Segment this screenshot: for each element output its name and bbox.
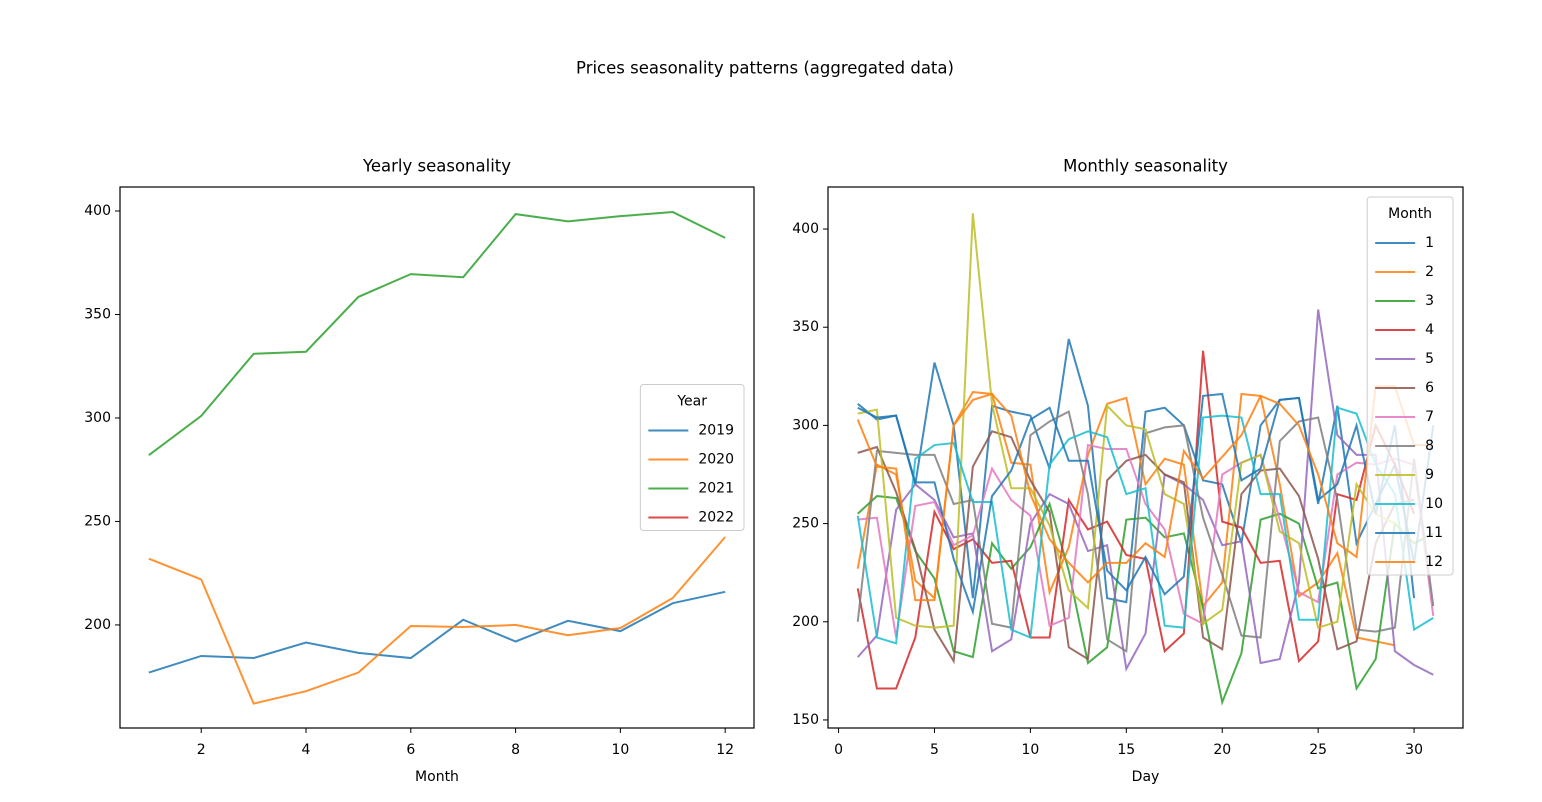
y-tick-label: 400 [792, 221, 819, 237]
series-line [856, 406, 1434, 645]
legend-label: 11 [1425, 525, 1443, 541]
legend-title: Year [676, 394, 707, 410]
y-tick-label: 300 [792, 417, 819, 433]
x-tick-label: 12 [716, 742, 734, 758]
y-tick-label: 200 [84, 617, 111, 633]
x-tick-label: 30 [1405, 742, 1423, 758]
x-axis-label: Day [1132, 769, 1160, 785]
x-tick-label: 15 [1117, 742, 1135, 758]
legend-label: 5 [1425, 351, 1434, 367]
series-line [856, 385, 1434, 602]
legend-label: 2022 [698, 510, 734, 526]
legend-label: 2 [1425, 264, 1434, 280]
legend-label: 3 [1425, 293, 1434, 309]
x-axis-label: Month [415, 769, 459, 785]
y-tick-label: 350 [792, 319, 819, 335]
x-tick-label: 5 [930, 742, 939, 758]
series-line [148, 590, 726, 674]
legend-box [1366, 196, 1454, 576]
legend-label: 2020 [698, 452, 734, 468]
series-line [857, 213, 1415, 629]
x-tick-label: 0 [834, 742, 843, 758]
axes-title: Monthly seasonality [1063, 157, 1228, 176]
axes-title: Yearly seasonality [362, 157, 511, 176]
legend-label: 8 [1425, 438, 1434, 454]
axes-frame [827, 186, 1464, 729]
series-line [148, 536, 726, 705]
y-tick-label: 200 [792, 614, 819, 630]
legend-label: 2019 [698, 423, 734, 439]
legend-label: 1 [1425, 235, 1434, 251]
legend-label: 10 [1425, 496, 1443, 512]
clipped-label: Date [771, 0, 804, 4]
legend-label: 2021 [698, 481, 734, 497]
y-tick-label: 350 [84, 306, 111, 322]
series-line [857, 443, 1435, 638]
legend-title: Month [1388, 206, 1432, 222]
x-tick-label: 6 [406, 742, 415, 758]
series-line [856, 410, 1435, 653]
x-tick-label: 20 [1213, 742, 1231, 758]
legend-label: 12 [1425, 554, 1443, 570]
y-tick-label: 300 [84, 410, 111, 426]
y-tick-label: 250 [84, 513, 111, 529]
x-tick-label: 8 [511, 742, 520, 758]
legend-label: 4 [1425, 322, 1434, 338]
legend-label: 9 [1425, 467, 1434, 483]
y-tick-label: 250 [792, 516, 819, 532]
x-tick-label: 2 [197, 742, 206, 758]
legend-box [639, 384, 745, 531]
legend-label: 7 [1425, 409, 1434, 425]
figure-title: Prices seasonality patterns (aggregated … [576, 59, 954, 78]
x-tick-label: 25 [1309, 742, 1327, 758]
y-tick-label: 150 [792, 712, 819, 728]
x-tick-label: 4 [302, 742, 311, 758]
series-line [857, 392, 1416, 616]
axes-frame [119, 186, 755, 729]
legend: Year 2019 2020 2021 2022 [639, 384, 745, 531]
y-tick-label: 400 [84, 203, 111, 219]
series-line [856, 309, 1434, 676]
x-tick-label: 10 [611, 742, 629, 758]
x-tick-label: 10 [1021, 742, 1039, 758]
series-line [148, 211, 726, 457]
legend-label: 6 [1425, 380, 1434, 396]
